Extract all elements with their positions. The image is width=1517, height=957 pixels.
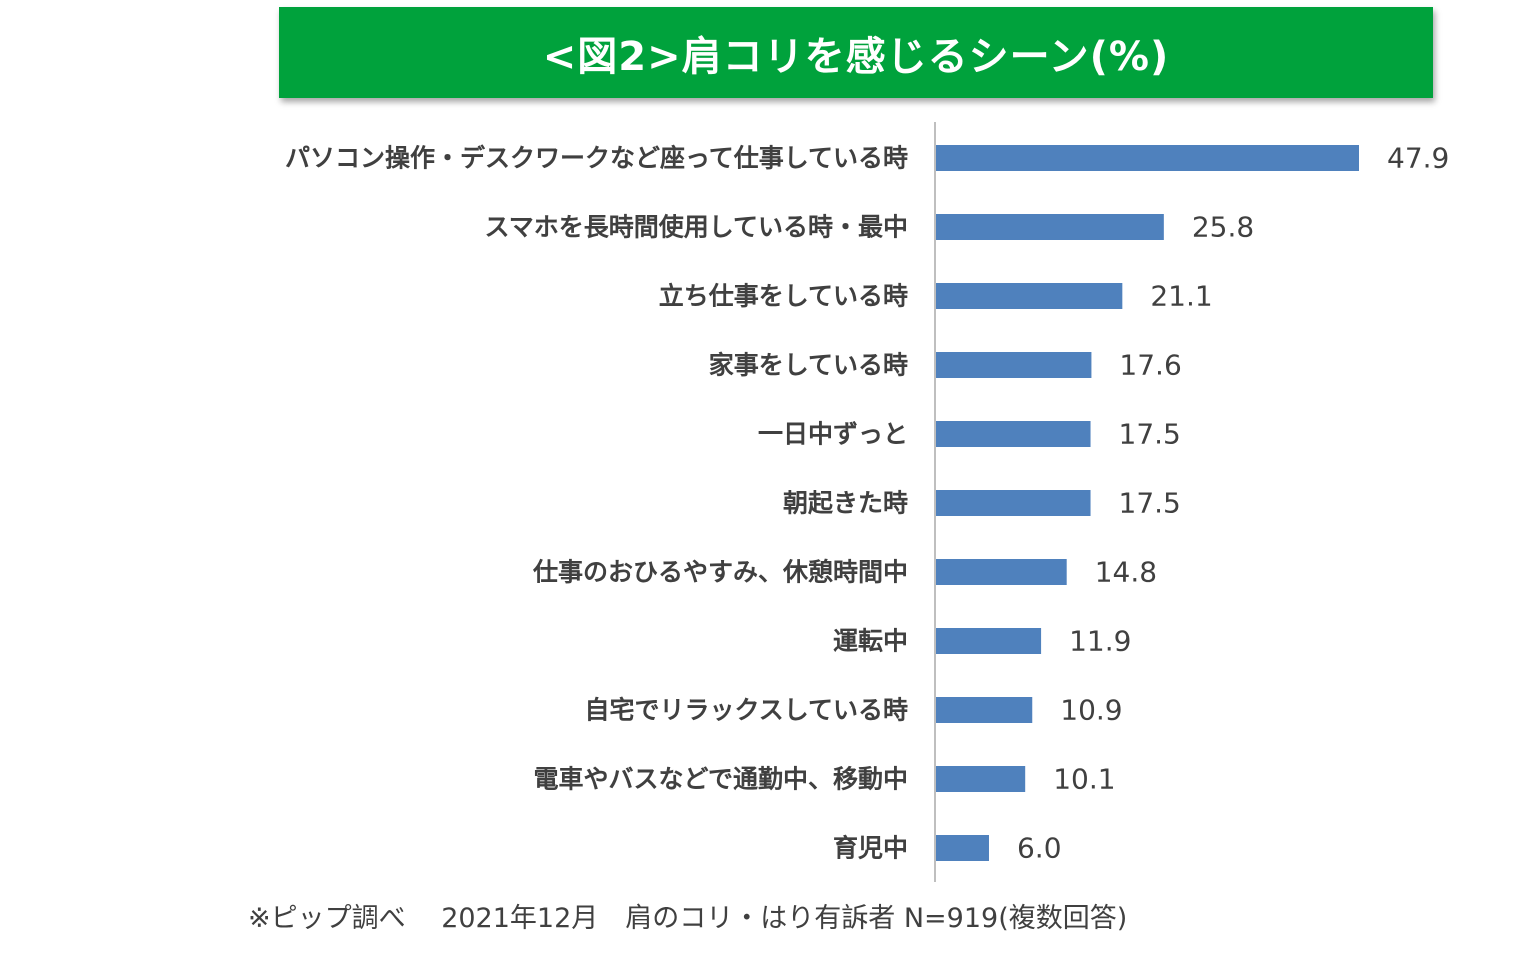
bar <box>936 145 1359 171</box>
category-label: 立ち仕事をしている時 <box>659 282 908 311</box>
value-label: 11.9 <box>1069 625 1131 658</box>
bar <box>936 352 1092 378</box>
category-label: 家事をしている時 <box>709 351 908 380</box>
bar <box>936 835 989 861</box>
bar <box>936 697 1033 723</box>
bar <box>936 214 1164 240</box>
bar <box>936 490 1091 516</box>
category-label: 電車やバスなどで通勤中、移動中 <box>533 765 908 794</box>
value-label: 14.8 <box>1095 556 1157 589</box>
bar <box>936 421 1091 447</box>
footnote: ※ピップ調べ 2021年12月 肩のコリ・はり有訴者 N=919(複数回答) <box>248 903 1128 934</box>
category-label: 朝起きた時 <box>783 489 908 518</box>
bar <box>936 628 1042 654</box>
bar-chart: パソコン操作・デスクワークなど座って仕事している時 47.9 スマホを長時間使用して… <box>285 122 1449 882</box>
value-label: 25.8 <box>1192 211 1254 244</box>
bar <box>936 766 1026 792</box>
category-label: 一日中ずっと <box>758 420 908 449</box>
category-label: スマホを長時間使用している時・最中 <box>484 213 908 242</box>
value-label: 17.5 <box>1119 418 1181 451</box>
value-label: 17.6 <box>1119 349 1181 382</box>
value-label: 10.9 <box>1060 694 1122 727</box>
bar <box>936 559 1067 585</box>
bar <box>936 283 1123 309</box>
category-label: 仕事のおひるやすみ、休憩時間中 <box>532 558 908 587</box>
value-label: 10.1 <box>1053 763 1115 796</box>
chart-title: <図2>肩コリを感じるシーン(%) <box>542 33 1170 80</box>
bars-group: パソコン操作・デスクワークなど座って仕事している時 47.9 スマホを長時間使用して… <box>285 142 1449 865</box>
title-banner: <図2>肩コリを感じるシーン(%) <box>279 7 1433 98</box>
value-label: 47.9 <box>1387 142 1449 175</box>
category-label: 運転中 <box>833 627 908 656</box>
value-label: 6.0 <box>1017 832 1062 865</box>
value-label: 21.1 <box>1150 280 1212 313</box>
category-label: 育児中 <box>833 834 908 863</box>
category-label: パソコン操作・デスクワークなど座って仕事している時 <box>285 144 908 173</box>
value-label: 17.5 <box>1119 487 1181 520</box>
category-label: 自宅でリラックスしている時 <box>584 696 908 725</box>
